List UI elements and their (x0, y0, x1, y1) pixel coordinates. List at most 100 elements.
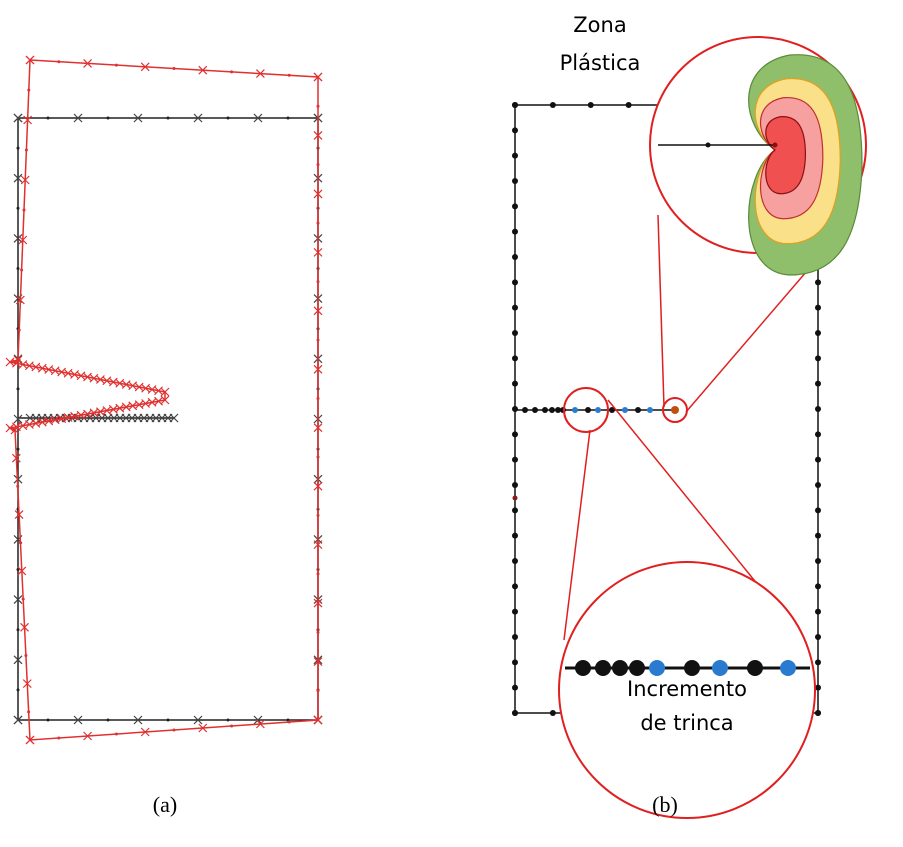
node (815, 406, 821, 412)
node (19, 541, 22, 544)
node (684, 660, 700, 676)
node (815, 431, 821, 437)
node (575, 660, 591, 676)
line (564, 430, 590, 640)
node (17, 628, 20, 631)
plastic-zone (766, 117, 806, 194)
node (107, 719, 110, 722)
node (629, 660, 645, 676)
node (572, 407, 578, 413)
node (512, 127, 518, 133)
annotation: Plástica (560, 51, 641, 75)
node (815, 330, 821, 336)
node (815, 381, 821, 387)
node (512, 710, 518, 716)
node (107, 117, 110, 120)
node (512, 229, 518, 235)
node (17, 387, 20, 390)
node (549, 407, 555, 413)
node (317, 163, 320, 166)
node (595, 407, 601, 413)
node (815, 558, 821, 564)
node (588, 102, 594, 108)
node (317, 455, 320, 458)
node (512, 381, 518, 387)
node (227, 117, 230, 120)
node (595, 660, 611, 676)
node (17, 448, 20, 451)
node (512, 659, 518, 665)
node (17, 267, 20, 270)
node (512, 153, 518, 159)
node (647, 407, 653, 413)
node (542, 407, 548, 413)
node (317, 222, 320, 225)
node (317, 572, 320, 575)
node (815, 457, 821, 463)
node (513, 496, 518, 501)
node (57, 737, 60, 740)
node (288, 721, 291, 724)
node (25, 149, 28, 152)
annotation: de trinca (640, 711, 733, 735)
line (658, 215, 664, 407)
node (512, 330, 518, 336)
node (317, 631, 320, 634)
node (227, 719, 230, 722)
node (512, 406, 518, 412)
node (173, 729, 176, 732)
panel-label: (a) (153, 792, 177, 817)
node (512, 507, 518, 513)
node (635, 407, 641, 413)
node (512, 533, 518, 539)
node (167, 719, 170, 722)
node (23, 209, 26, 212)
node (20, 269, 23, 272)
node (815, 507, 821, 513)
node (47, 117, 50, 120)
node (230, 70, 233, 73)
node (773, 143, 778, 148)
node (671, 406, 679, 414)
node (16, 485, 19, 488)
node (230, 725, 233, 728)
node (585, 407, 591, 413)
node (17, 147, 20, 150)
node (512, 457, 518, 463)
node (27, 89, 30, 92)
node (550, 102, 556, 108)
node (512, 431, 518, 437)
panel-label: (b) (652, 792, 678, 817)
node (317, 105, 320, 108)
node (512, 583, 518, 589)
node (512, 558, 518, 564)
node (512, 279, 518, 285)
node (288, 74, 291, 77)
node (815, 634, 821, 640)
node (115, 733, 118, 736)
node (167, 117, 170, 120)
node (815, 609, 821, 615)
node (57, 60, 60, 63)
node (815, 583, 821, 589)
node (612, 660, 628, 676)
node (550, 710, 556, 716)
node (317, 339, 320, 342)
node (712, 660, 728, 676)
page: {"panels": [ {"label": "(a)"}, {"label":… (0, 0, 903, 847)
node (522, 407, 528, 413)
node (512, 254, 518, 260)
node (512, 203, 518, 209)
node (815, 533, 821, 539)
node (512, 482, 518, 488)
node (317, 397, 320, 400)
node (780, 660, 796, 676)
node (18, 329, 21, 332)
node (747, 660, 763, 676)
node (815, 279, 821, 285)
annotation: Incremento (627, 677, 747, 701)
node (706, 143, 711, 148)
node (622, 407, 628, 413)
node (512, 634, 518, 640)
node (512, 685, 518, 691)
